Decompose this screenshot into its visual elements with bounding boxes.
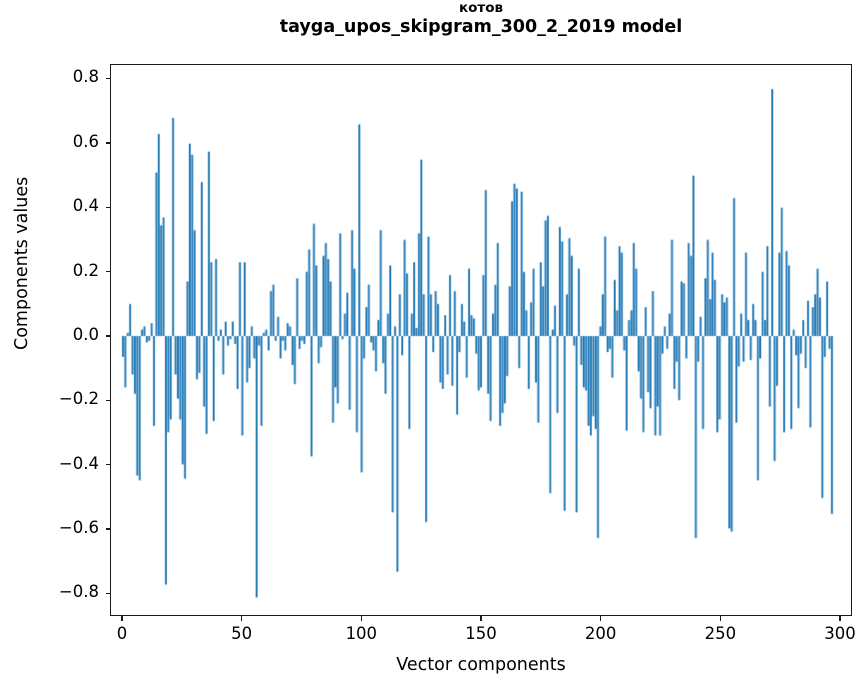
x-axis-label: Vector components: [396, 655, 566, 675]
y-tick-mark: [105, 206, 110, 208]
y-tick-mark: [105, 592, 110, 595]
x-tick-label: 250: [704, 624, 737, 643]
y-tick-label: −0.8: [58, 582, 99, 602]
y-tick-label: −0.4: [58, 453, 99, 473]
y-tick-mark: [105, 77, 110, 80]
x-tick-label: 150: [465, 624, 497, 643]
y-tick-mark: [105, 270, 110, 273]
bar-series-canvas: [111, 65, 851, 615]
x-tick-label: 300: [824, 624, 856, 643]
y-tick-label: −0.2: [58, 389, 99, 409]
y-tick-label: −0.6: [58, 518, 99, 538]
y-tick-label: 0.2: [72, 260, 99, 280]
y-tick-label: 0.4: [72, 196, 99, 216]
plot-axes: [110, 64, 852, 616]
x-tick-mark: [600, 616, 602, 621]
chart-title: tayga_upos_skipgram_300_2_2019 model: [279, 16, 683, 37]
y-tick-label: 0.8: [72, 67, 99, 87]
x-tick-mark: [121, 616, 123, 621]
x-tick-mark: [839, 616, 841, 621]
y-tick-mark: [105, 335, 110, 337]
x-tick-label: 200: [584, 624, 617, 643]
y-tick-label: 0.6: [72, 131, 99, 151]
y-tick-label: 0.0: [72, 324, 99, 344]
x-tick-label: 100: [345, 624, 378, 643]
x-tick-label: 50: [231, 624, 253, 643]
chart-title-block: котов tayga_upos_skipgram_300_2_2019 mod…: [110, 0, 852, 37]
y-tick-mark: [105, 399, 110, 401]
y-tick-mark: [105, 464, 110, 466]
x-tick-mark: [480, 616, 482, 621]
x-tick-label: 0: [116, 624, 128, 643]
x-tick-mark: [719, 616, 721, 621]
chart-suptitle: котов: [458, 0, 504, 16]
x-tick-mark: [240, 616, 243, 621]
y-axis-label: Components values: [12, 176, 32, 350]
x-tick-mark: [360, 616, 362, 621]
y-tick-mark: [105, 142, 110, 144]
y-tick-mark: [105, 528, 110, 530]
